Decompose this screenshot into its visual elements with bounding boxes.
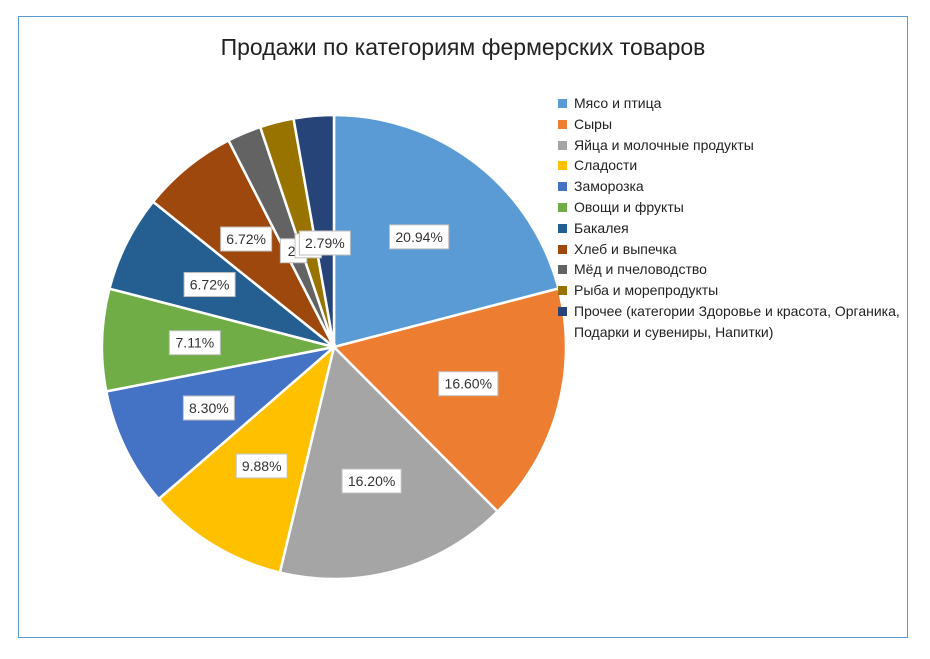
pie-chart: 20.94% 16.60% 16.20% 9.88% 8.30% 7.11% 6.72% 6.… — [100, 113, 568, 581]
legend-label: Бакалея — [574, 219, 629, 236]
legend-swatch — [558, 223, 567, 233]
legend-item-8: Хлеб и выпечка — [558, 239, 903, 260]
svg-text:2.: 2. — [288, 243, 300, 259]
legend-label: Прочее (категории Здоровье и красота, Ор… — [574, 302, 900, 340]
slice-label-5: 8.30% — [182, 395, 235, 421]
svg-text:8.30%: 8.30% — [189, 400, 229, 416]
legend-item-5: Заморозка — [558, 176, 903, 197]
legend-swatch — [558, 161, 567, 171]
chart-legend: Мясо и птица Сыры Яйца и молочные продукты… — [558, 93, 903, 343]
legend-item-4: Сладости — [558, 155, 903, 176]
legend-item-6: Овощи и фрукты — [558, 197, 903, 218]
legend-swatch — [558, 99, 567, 108]
legend-swatch — [558, 265, 567, 275]
legend-swatch — [558, 306, 567, 316]
legend-label: Заморозка — [574, 178, 644, 195]
svg-text:9.88%: 9.88% — [242, 458, 282, 474]
svg-text:20.94%: 20.94% — [395, 229, 442, 245]
legend-label: Яйца и молочные продукты — [574, 136, 754, 153]
legend-label: Рыба и морепродукты — [574, 282, 719, 299]
svg-text:16.20%: 16.20% — [348, 473, 395, 489]
legend-item-2: Сыры — [558, 114, 903, 135]
legend-label: Сладости — [574, 157, 638, 174]
svg-text:2.79%: 2.79% — [305, 235, 345, 251]
legend-swatch — [558, 244, 567, 254]
slice-label-3: 16.20% — [341, 468, 402, 494]
chart-title: Продажи по категориям фермерских товаров — [220, 34, 706, 60]
chart-frame: Продажи по категориям фермерских товаров… — [18, 16, 908, 638]
slice-label-4: 9.88% — [235, 453, 288, 479]
legend-item-10: Рыба и морепродукты — [558, 280, 903, 301]
legend-item-9: Мёд и пчеловодство — [558, 259, 903, 280]
legend-label: Мясо и птица — [574, 95, 662, 111]
legend-label: Мёд и пчеловодство — [574, 261, 707, 278]
svg-text:6.72%: 6.72% — [190, 277, 230, 293]
legend-label: Овощи и фрукты — [574, 198, 684, 215]
slice-label-1: 20.94% — [389, 224, 450, 250]
slice-label-2: 16.60% — [438, 371, 499, 397]
svg-text:6.72%: 6.72% — [226, 231, 266, 247]
legend-item-11: Прочее (категории Здоровье и красота, Ор… — [558, 301, 903, 343]
svg-text:16.60%: 16.60% — [445, 376, 492, 392]
legend-swatch — [558, 119, 567, 129]
legend-item-3: Яйца и молочные продукты — [558, 135, 903, 156]
legend-label: Сыры — [574, 115, 613, 132]
legend-item-1: Мясо и птица — [558, 93, 903, 114]
slice-label-6: 7.11% — [168, 330, 221, 356]
pie-slice-5 — [104, 344, 339, 501]
legend-swatch — [558, 202, 567, 212]
slice-label-11: 2.79% — [298, 230, 351, 256]
legend-label: Хлеб и выпечка — [574, 240, 677, 257]
legend-swatch — [558, 286, 567, 296]
legend-swatch — [558, 140, 567, 150]
pie-slice-3 — [278, 344, 500, 581]
legend-swatch — [558, 182, 567, 192]
legend-item-7: Бакалея — [558, 218, 903, 239]
slice-label-7: 6.72% — [183, 272, 236, 298]
slice-label-8: 6.72% — [220, 226, 273, 252]
svg-text:7.11%: 7.11% — [176, 335, 215, 351]
